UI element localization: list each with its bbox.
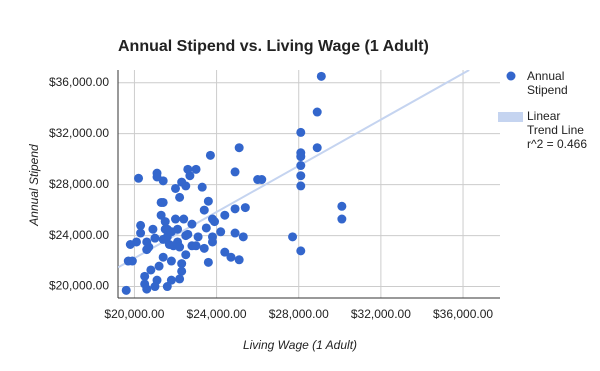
point	[121, 285, 131, 295]
point	[226, 252, 236, 262]
point	[171, 183, 181, 193]
point	[216, 227, 226, 237]
y-tick-label: $32,000.00	[49, 126, 109, 140]
x-tick-label: $28,000.00	[269, 307, 329, 321]
point	[154, 261, 164, 271]
point	[207, 237, 217, 247]
point	[230, 167, 240, 177]
r-squared: r^2 = 0.466	[527, 137, 588, 151]
point	[142, 245, 152, 255]
point	[152, 172, 162, 182]
point	[199, 243, 209, 253]
point	[146, 265, 156, 275]
point	[312, 143, 322, 153]
point	[220, 247, 230, 257]
point	[177, 177, 187, 187]
point	[181, 231, 191, 241]
point	[191, 164, 201, 174]
point	[201, 223, 211, 233]
point	[136, 228, 146, 238]
point	[156, 210, 166, 220]
point	[296, 181, 306, 191]
point	[171, 214, 181, 224]
point	[175, 274, 185, 284]
point	[150, 233, 160, 243]
x-tick-label: $24,000.00	[187, 307, 247, 321]
point	[288, 232, 298, 242]
point	[230, 228, 240, 238]
point	[296, 152, 306, 162]
point	[183, 164, 193, 174]
point	[142, 284, 152, 294]
y-tick-label: $24,000.00	[49, 228, 109, 242]
point	[158, 252, 168, 262]
y-tick-label: $20,000.00	[49, 279, 109, 293]
point	[240, 203, 250, 213]
point	[127, 256, 137, 266]
x-tick-label: $32,000.00	[351, 307, 411, 321]
point	[210, 217, 220, 227]
point	[191, 241, 201, 251]
legend-label: Annual Stipend	[527, 69, 568, 97]
point	[193, 232, 203, 242]
point	[158, 197, 168, 207]
point	[238, 232, 248, 242]
point	[312, 107, 322, 117]
x-axis-title: Living Wage (1 Adult)	[243, 338, 357, 352]
point	[148, 224, 158, 234]
point	[177, 266, 187, 276]
point	[166, 256, 176, 266]
point	[199, 205, 209, 215]
point	[230, 204, 240, 214]
x-tick-label: $20,000.00	[104, 307, 164, 321]
y-tick-label: $36,000.00	[49, 75, 109, 89]
point	[296, 246, 306, 256]
point	[296, 161, 306, 171]
point	[125, 240, 135, 250]
point	[203, 257, 213, 267]
point	[296, 171, 306, 181]
trend-line	[118, 70, 470, 269]
point	[205, 150, 215, 160]
point	[175, 192, 185, 202]
point	[234, 143, 244, 153]
point	[337, 201, 347, 211]
point	[150, 282, 160, 292]
point	[187, 219, 197, 229]
point	[197, 182, 207, 192]
point	[175, 242, 185, 252]
point	[166, 275, 176, 285]
point	[296, 127, 306, 137]
legend-label: Linear Trend Line	[527, 109, 584, 137]
point	[166, 227, 176, 237]
point	[181, 250, 191, 260]
point	[337, 214, 347, 224]
legend-marker	[506, 71, 516, 81]
legend-marker	[498, 112, 523, 122]
point	[253, 175, 263, 185]
point	[177, 259, 187, 269]
x-tick-label: $36,000.00	[433, 307, 493, 321]
y-axis-title: Annual Stipend	[27, 144, 41, 227]
point	[316, 71, 326, 81]
y-tick-label: $28,000.00	[49, 177, 109, 191]
point	[134, 173, 144, 183]
point	[160, 217, 170, 227]
chart-title: Annual Stipend vs. Living Wage (1 Adult)	[118, 38, 429, 55]
point	[203, 196, 213, 206]
point	[162, 282, 172, 292]
point	[179, 214, 189, 224]
point	[140, 271, 150, 281]
point	[234, 255, 244, 265]
point	[142, 237, 152, 247]
point	[220, 210, 230, 220]
point	[136, 220, 146, 230]
